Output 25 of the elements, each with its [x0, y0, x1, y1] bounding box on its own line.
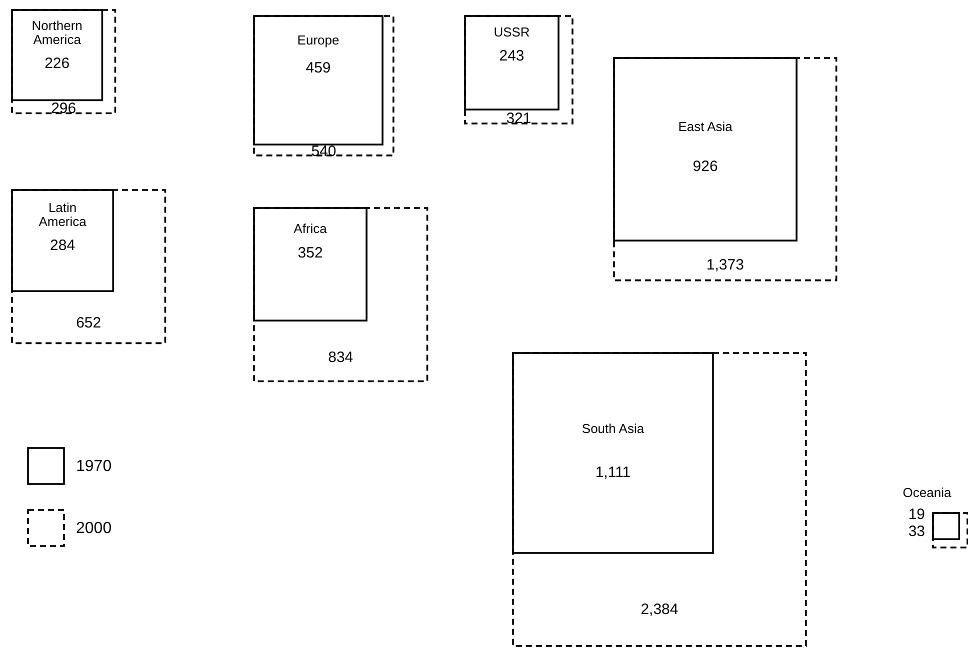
- category-label: East Asia: [678, 119, 734, 134]
- data-label: 834: [328, 348, 354, 366]
- category-label: Latin America: [38, 200, 88, 230]
- data-label: 652: [76, 314, 102, 332]
- category-label: Northern America: [32, 18, 82, 47]
- data-label: 459: [306, 60, 331, 77]
- data-label: 19: [908, 506, 925, 523]
- data-label: 296: [51, 100, 76, 118]
- legend-label: 1970: [76, 458, 112, 475]
- category-label: Africa: [294, 220, 328, 236]
- data-label: 352: [298, 244, 323, 262]
- data-label: 226: [44, 54, 70, 72]
- data-label: 33: [908, 523, 925, 540]
- data-label: 284: [50, 237, 76, 254]
- data-label: 1,111: [595, 464, 631, 481]
- category-label: South Asia: [582, 420, 645, 436]
- category-label: Europe: [297, 32, 340, 48]
- data-label: 926: [692, 158, 718, 176]
- data-label: 243: [499, 48, 524, 65]
- data-label: 321: [506, 110, 532, 127]
- data-label: 2,384: [640, 600, 678, 618]
- data-label: 1,373: [706, 256, 744, 274]
- category-label: USSR: [494, 24, 530, 40]
- category-label: Oceania: [902, 485, 952, 500]
- legend-label: 2000: [76, 520, 112, 537]
